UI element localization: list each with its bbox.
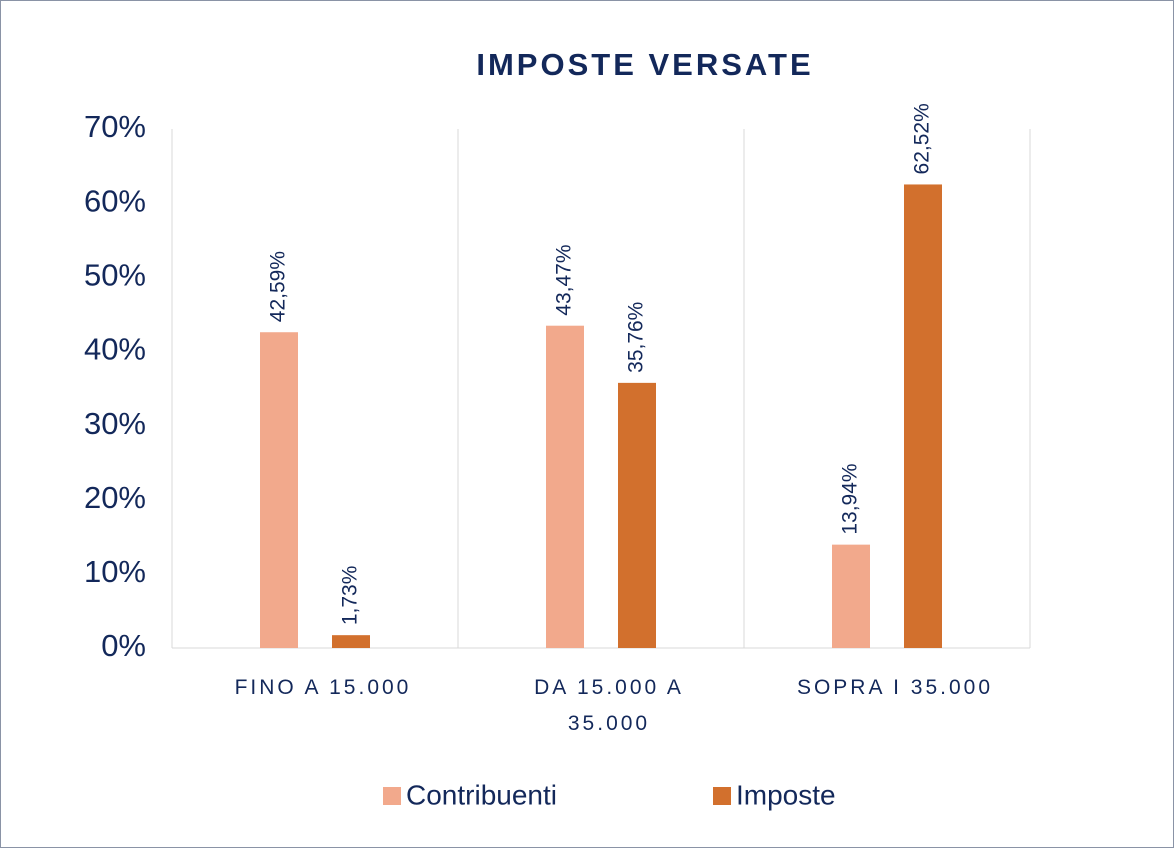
bar	[260, 332, 298, 648]
x-tick-label: SOPRA I 35.000	[796, 676, 994, 699]
data-label: 1,73%	[339, 566, 362, 626]
y-tick-label: 30%	[84, 406, 146, 441]
chart-title: IMPOSTE VERSATE	[476, 47, 813, 82]
data-label: 43,47%	[553, 244, 576, 315]
data-label: 62,52%	[911, 103, 934, 174]
y-tick-label: 40%	[84, 332, 146, 367]
legend-label: Imposte	[736, 779, 836, 810]
y-tick-label: 0%	[101, 628, 146, 663]
data-label: 42,59%	[267, 251, 290, 322]
bar	[618, 382, 656, 648]
y-tick-label: 70%	[84, 109, 146, 144]
x-tick-label: FINO A 15.000	[234, 676, 412, 699]
y-tick-label: 50%	[84, 257, 146, 292]
x-tick-label: DA 15.000 A 35.000	[534, 676, 684, 735]
y-tick-label: 60%	[84, 183, 146, 218]
bar	[332, 635, 370, 648]
y-tick-label: 20%	[84, 480, 146, 515]
y-tick-label: 10%	[84, 554, 146, 589]
legend-swatch	[713, 787, 731, 805]
legend-label: Contribuenti	[406, 779, 557, 810]
data-label: 35,76%	[625, 302, 648, 373]
bar	[832, 544, 870, 648]
legend-swatch	[383, 787, 401, 805]
bar	[546, 325, 584, 648]
bar	[904, 184, 942, 648]
data-label: 13,94%	[839, 463, 862, 534]
